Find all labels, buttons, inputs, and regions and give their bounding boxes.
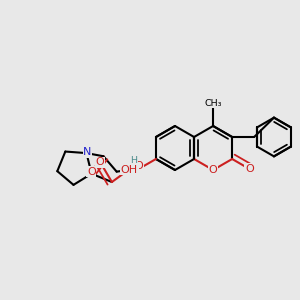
Text: OH: OH (121, 165, 138, 175)
Text: O: O (95, 157, 104, 167)
Text: O: O (134, 161, 143, 171)
Text: CH₃: CH₃ (204, 98, 222, 107)
Text: O: O (245, 164, 254, 174)
Text: N: N (83, 147, 92, 157)
Text: H: H (130, 155, 137, 164)
Text: O: O (87, 167, 96, 177)
Text: O: O (209, 165, 218, 175)
